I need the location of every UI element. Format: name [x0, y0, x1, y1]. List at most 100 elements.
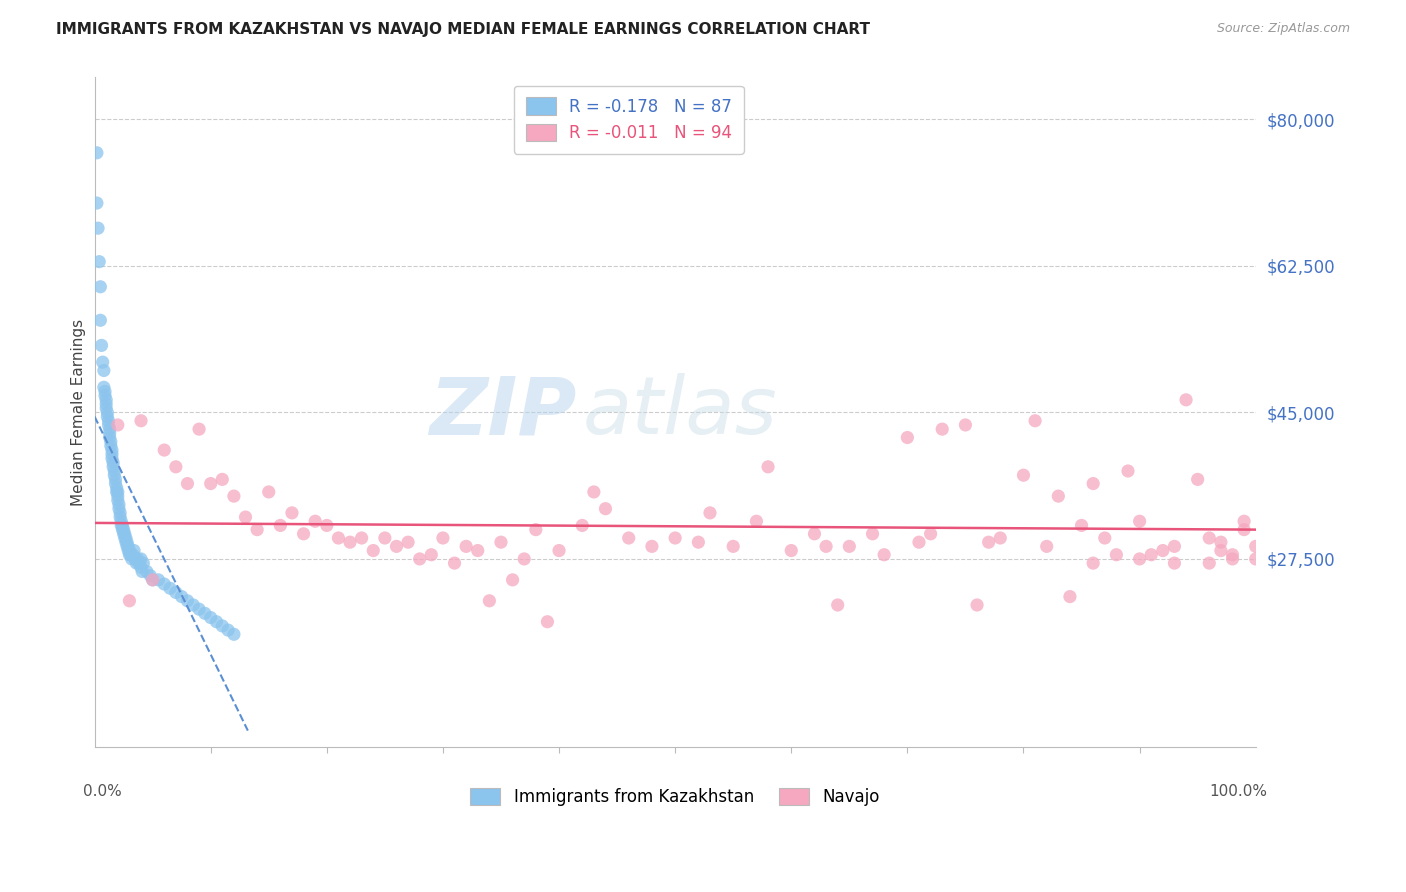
Point	[745, 514, 768, 528]
Point	[103, 464, 125, 478]
Point	[107, 489, 129, 503]
Point	[96, 401, 118, 416]
Point	[110, 518, 132, 533]
Point	[955, 417, 977, 432]
Point	[165, 585, 187, 599]
Point	[524, 523, 547, 537]
Point	[200, 476, 222, 491]
Point	[108, 501, 131, 516]
Point	[269, 518, 291, 533]
Point	[617, 531, 640, 545]
Point	[108, 510, 131, 524]
Point	[101, 447, 124, 461]
Point	[111, 523, 134, 537]
Point	[571, 518, 593, 533]
Point	[131, 565, 153, 579]
Point	[93, 363, 115, 377]
Point	[699, 506, 721, 520]
Point	[1187, 472, 1209, 486]
Point	[127, 552, 149, 566]
Point	[101, 451, 124, 466]
Point	[122, 548, 145, 562]
Point	[1222, 548, 1244, 562]
Point	[339, 535, 361, 549]
Point	[374, 531, 396, 545]
Point	[165, 459, 187, 474]
Point	[170, 590, 193, 604]
Point	[96, 409, 118, 424]
Point	[114, 526, 136, 541]
Point	[1209, 535, 1232, 549]
Point	[104, 476, 127, 491]
Point	[97, 417, 120, 432]
Text: 0.0%: 0.0%	[83, 784, 122, 799]
Legend: Immigrants from Kazakhstan, Navajo: Immigrants from Kazakhstan, Navajo	[464, 781, 886, 813]
Point	[101, 443, 124, 458]
Point	[756, 459, 779, 474]
Point	[98, 426, 121, 441]
Point	[966, 598, 988, 612]
Point	[118, 548, 141, 562]
Point	[1233, 514, 1256, 528]
Point	[111, 518, 134, 533]
Y-axis label: Median Female Earnings: Median Female Earnings	[72, 318, 86, 506]
Point	[385, 540, 408, 554]
Point	[931, 422, 953, 436]
Point	[101, 459, 124, 474]
Point	[478, 594, 501, 608]
Point	[115, 535, 138, 549]
Point	[513, 552, 536, 566]
Point	[188, 422, 211, 436]
Point	[94, 384, 117, 399]
Point	[920, 526, 942, 541]
Point	[222, 489, 245, 503]
Point	[456, 540, 478, 554]
Point	[420, 548, 443, 562]
Point	[98, 430, 121, 444]
Point	[108, 498, 131, 512]
Point	[211, 472, 233, 486]
Point	[105, 485, 128, 500]
Point	[97, 414, 120, 428]
Point	[502, 573, 524, 587]
Point	[827, 598, 849, 612]
Point	[115, 540, 138, 554]
Point	[896, 430, 918, 444]
Point	[129, 552, 152, 566]
Point	[217, 623, 239, 637]
Point	[115, 531, 138, 545]
Point	[1140, 548, 1163, 562]
Point	[89, 313, 111, 327]
Point	[115, 535, 138, 549]
Point	[1094, 531, 1116, 545]
Point	[205, 615, 228, 629]
Point	[132, 556, 155, 570]
Point	[548, 543, 571, 558]
Point	[114, 531, 136, 545]
Point	[176, 476, 198, 491]
Point	[98, 422, 121, 436]
Point	[641, 540, 664, 554]
Point	[1209, 543, 1232, 558]
Point	[142, 573, 165, 587]
Point	[1129, 552, 1152, 566]
Point	[89, 254, 111, 268]
Point	[94, 389, 117, 403]
Point	[159, 581, 181, 595]
Point	[489, 535, 512, 549]
Text: 100.0%: 100.0%	[1209, 784, 1267, 799]
Point	[1012, 468, 1035, 483]
Point	[1047, 489, 1070, 503]
Point	[107, 485, 129, 500]
Point	[121, 552, 143, 566]
Point	[1163, 540, 1185, 554]
Point	[1198, 556, 1220, 570]
Point	[432, 531, 454, 545]
Point	[129, 414, 152, 428]
Point	[148, 573, 170, 587]
Point	[328, 531, 350, 545]
Point	[93, 380, 115, 394]
Point	[105, 481, 128, 495]
Point	[91, 355, 114, 369]
Point	[153, 577, 176, 591]
